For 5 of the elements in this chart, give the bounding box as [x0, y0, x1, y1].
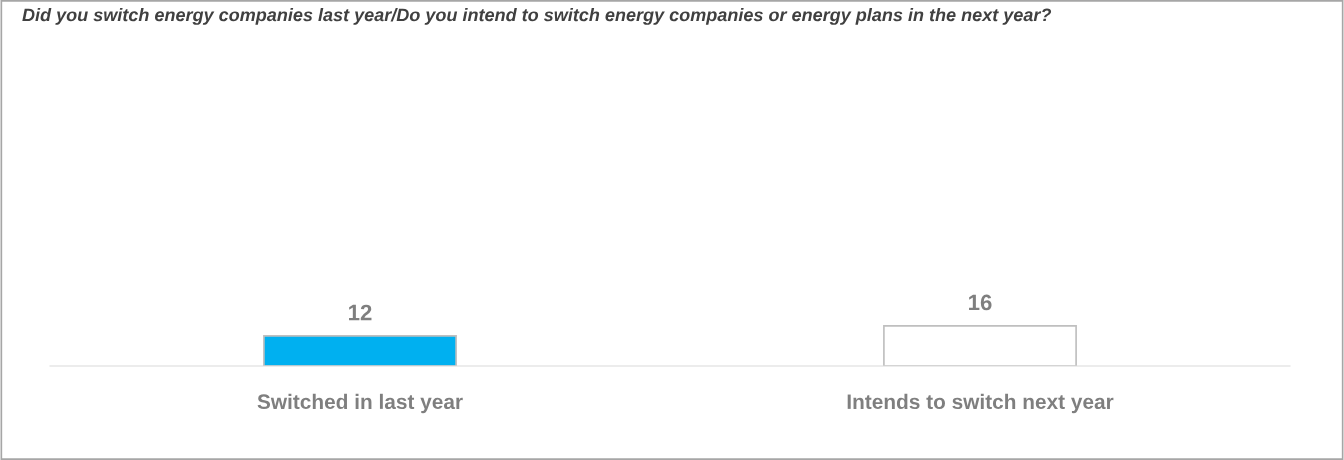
chart-title: Did you switch energy companies last year/Do you intend to switch energy companies or energy plans in the next year?: [22, 8, 1052, 25]
data-label: 16: [969, 294, 992, 311]
x-tick-label: Intends to switch next year: [847, 393, 1114, 414]
data-label: 12: [349, 304, 372, 321]
x-tick-label: Switched in last year: [257, 393, 463, 414]
